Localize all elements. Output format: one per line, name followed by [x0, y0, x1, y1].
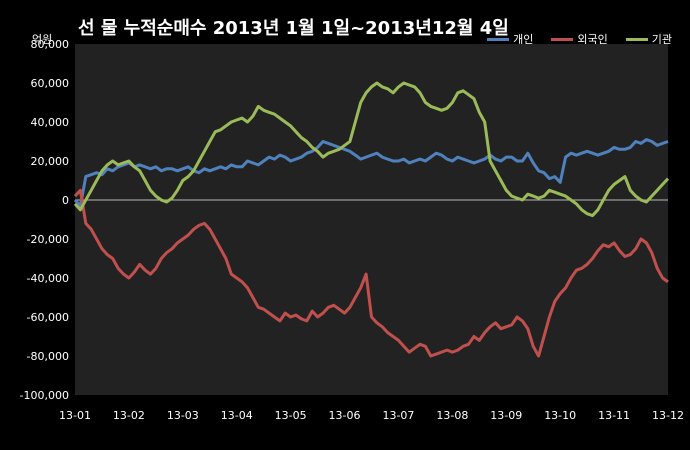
y-tick-label: -60,000: [27, 311, 69, 324]
x-tick-label: 13-07: [382, 409, 414, 422]
legend-label-institution: 기관: [651, 33, 672, 46]
legend-item-individual: 개인: [487, 31, 533, 47]
x-tick-label: 13-06: [329, 409, 361, 422]
x-tick-label: 13-09: [490, 409, 522, 422]
y-tick-label: -80,000: [27, 350, 69, 363]
legend-swatch-individual: [487, 37, 510, 41]
x-axis: 13-01 13-02 13-03 13-04 13-05 13-06 13-07 13-08…: [59, 409, 684, 422]
chart-title: 선 물 누적순매수 2013년 1월 1일~2013년12월 4일: [78, 18, 509, 39]
y-tick-label: 40,000: [31, 116, 70, 129]
x-tick-label: 13-05: [275, 409, 307, 422]
x-tick-label: 13-04: [221, 409, 253, 422]
series-line-foreigner: [73, 188, 669, 358]
y-tick-label: 60,000: [31, 77, 70, 90]
legend-swatch-institution: [625, 37, 648, 41]
y-tick-label: 0: [62, 194, 69, 207]
legend-label-individual: 개인: [513, 33, 534, 46]
legend-swatch-foreigner: [551, 37, 574, 41]
y-axis-unit-label: 억원: [32, 33, 53, 46]
legend: 개인 외국인 기관: [487, 31, 672, 47]
legend-label-foreigner: 외국인: [577, 33, 608, 46]
legend-item-institution: 기관: [625, 31, 672, 47]
y-tick-label: -20,000: [27, 233, 69, 246]
x-tick-label: 13-01: [59, 409, 91, 422]
x-tick-label: 13-02: [113, 409, 145, 422]
y-axis: 80,000 60,000 40,000 20,000 0 -20,000 -40,000 -…: [20, 38, 69, 402]
series-line-individual: [73, 138, 669, 208]
y-tick-label: 20,000: [31, 155, 70, 168]
plot-background: [75, 44, 668, 395]
x-tick-label: 13-10: [544, 409, 576, 422]
series-line-institution: [73, 81, 670, 218]
y-tick-label: -40,000: [27, 272, 69, 285]
legend-item-foreigner: 외국인: [551, 31, 608, 47]
y-tick-label: -100,000: [20, 389, 69, 402]
x-tick-label: 13-11: [598, 409, 630, 422]
x-tick-label: 13-03: [167, 409, 199, 422]
series-lines: [73, 81, 670, 358]
x-tick-label: 13-12: [652, 409, 684, 422]
y-tick-label: 80,000: [31, 38, 70, 51]
x-tick-label: 13-08: [436, 409, 468, 422]
